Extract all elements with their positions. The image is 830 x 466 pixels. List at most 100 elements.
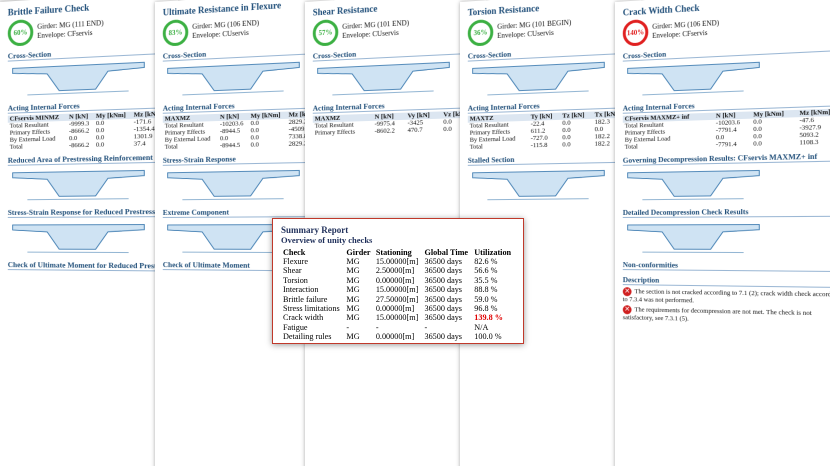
- section-heading: Non-conformities: [623, 260, 830, 272]
- column-header: Stationing: [374, 248, 423, 257]
- summary-cell: 15.00000[m]: [374, 313, 423, 322]
- envelope-value: CFservis: [682, 29, 707, 39]
- utilization-gauge: 83%: [163, 19, 189, 47]
- envelope-label: Envelope:: [37, 30, 65, 40]
- forces-table: MAXMZ N [kN] Vy [kN] Vz [kN] Total Resultant…: [313, 110, 478, 137]
- utilization-gauge: 57%: [313, 19, 339, 47]
- girder-label: Girder:: [192, 22, 212, 31]
- summary-cell: Interaction: [281, 285, 344, 294]
- cross-section-drawing: [313, 58, 455, 99]
- table-cell: 0.0: [249, 141, 287, 149]
- summary-cell: Fatigue: [281, 323, 344, 332]
- summary-cell: 15.00000[m]: [374, 257, 423, 266]
- cross-section-drawing: [163, 58, 305, 99]
- envelope-value: CUservis: [222, 29, 248, 39]
- section-heading: Cross-Section: [623, 40, 830, 61]
- section-heading: Reduced Area of Prestressing Reinforceme…: [8, 152, 170, 166]
- summary-cell: Detailing rules: [281, 332, 344, 341]
- summary-cell: MG: [344, 332, 373, 341]
- summary-title: Summary Report: [281, 225, 515, 235]
- summary-cell: 36500 days: [422, 295, 472, 304]
- summary-cell: MG: [344, 313, 373, 322]
- summary-cell: MG: [344, 295, 373, 304]
- girder-info: Girder: MG (111 END) Envelope: CFservis: [37, 19, 103, 41]
- page-title: Crack Width Check: [623, 0, 830, 18]
- summary-cell: MG: [344, 304, 373, 313]
- summary-cell: Shear: [281, 266, 344, 275]
- girder-label: Girder:: [37, 22, 57, 31]
- summary-row: Flexure MG 15.00000[m] 36500 days 82.6 %: [281, 257, 515, 266]
- table-cell: By External Load: [163, 135, 218, 144]
- summary-cell: MG: [344, 285, 373, 294]
- summary-row: Torsion MG 0.00000[m] 36500 days 35.5 %: [281, 276, 515, 285]
- page-title: Brittle Failure Check: [8, 0, 170, 18]
- girder-value: MG (101 END): [364, 19, 409, 30]
- envelope-value: CUservis: [527, 29, 553, 39]
- utilization-gauge: 60%: [8, 19, 34, 47]
- section-heading: Extreme Component: [163, 207, 325, 218]
- summary-cell: 139.8 %: [472, 313, 515, 322]
- page-title: Torsion Resistance: [468, 0, 633, 18]
- forces-table: MAXTZ Ty [kN] Tz [kN] Tx [kNm] Total Resulta…: [468, 110, 633, 151]
- summary-row: Interaction MG 15.00000[m] 36500 days 88.8 %: [281, 285, 515, 294]
- cross-section-drawing: [8, 220, 150, 255]
- summary-header: Check Girder Stationing Global Time Utilizat…: [281, 248, 515, 257]
- summary-subtitle: Overview of unity checks: [281, 235, 515, 245]
- summary-cell: 100.0 %: [472, 332, 515, 341]
- girder-info: Girder: MG (101 END) Envelope: CUservis: [342, 19, 409, 41]
- summary-cell: 27.50000[m]: [374, 295, 423, 304]
- girder-value: MG (111 END): [59, 19, 103, 30]
- summary-cell: 88.8 %: [472, 285, 515, 294]
- summary-cell: Stress limitations: [281, 304, 344, 313]
- summary-cell: 36500 days: [422, 276, 472, 285]
- utilization-gauge: 140%: [623, 19, 649, 47]
- table-cell: Total: [8, 142, 67, 151]
- summary-cell: Torsion: [281, 276, 344, 285]
- column-header: Check: [281, 248, 344, 257]
- summary-cell: MG: [344, 257, 373, 266]
- summary-cell: -: [374, 323, 423, 332]
- table-cell: -8944.5: [218, 142, 249, 150]
- summary-row: Fatigue - - - N/A: [281, 323, 515, 332]
- summary-cell: -: [344, 323, 373, 332]
- summary-cell: 96.8 %: [472, 304, 515, 313]
- forces-table: CFservis MINMZ N [kN] My [kNm] Mz [kNm] Tota…: [8, 110, 170, 151]
- summary-cell: 36500 days: [422, 285, 472, 294]
- table-cell: 1108.3: [797, 138, 830, 147]
- summary-cell: 36500 days: [422, 313, 472, 322]
- girder-label: Girder:: [497, 22, 517, 31]
- report-page: Crack Width Check 140% Girder: MG (106 END…: [615, 0, 830, 466]
- summary-cell: 0.00000[m]: [374, 304, 423, 313]
- nonconformity-note: ✕ The section is not cracked according to…: [623, 287, 830, 307]
- summary-row: Detailing rules MG 0.00000[m] 36500 days 100…: [281, 332, 515, 341]
- summary-row: Crack width MG 15.00000[m] 36500 days 139.8 …: [281, 313, 515, 322]
- cross-section-drawing: [623, 58, 765, 99]
- summary-cell: 0.00000[m]: [374, 332, 423, 341]
- summary-row: Brittle failure MG 27.50000[m] 36500 days 59…: [281, 295, 515, 304]
- table-cell: 0.0: [751, 139, 797, 147]
- summary-cell: 2.50000[m]: [374, 266, 423, 275]
- summary-panel: Summary Report Overview of unity checks …: [272, 218, 524, 344]
- cross-section-drawing: [468, 166, 610, 203]
- envelope-label: Envelope:: [652, 30, 680, 40]
- summary-cell: N/A: [472, 323, 515, 332]
- table-cell: 0.0: [560, 141, 592, 149]
- nonconformity-note: ✕ The requirements for decompression are …: [623, 305, 830, 326]
- summary-cell: 36500 days: [422, 304, 472, 313]
- error-icon: ✕: [623, 305, 632, 314]
- table-cell: Total: [163, 142, 218, 150]
- summary-cell: 59.0 %: [472, 295, 515, 304]
- summary-row: Shear MG 2.50000[m] 36500 days 56.6 %: [281, 266, 515, 275]
- table-cell: 0.0: [94, 141, 132, 149]
- table-cell: Primary Effects: [313, 128, 373, 137]
- utilization-gauge: 36%: [468, 19, 494, 47]
- summary-cell: 35.5 %: [472, 276, 515, 285]
- page-title: Ultimate Resistance in Flexure: [163, 0, 325, 18]
- column-header: Girder: [344, 248, 373, 257]
- summary-cell: 82.6 %: [472, 257, 515, 266]
- envelope-value: CUservis: [372, 29, 398, 39]
- note-text: The requirements for decompression are n…: [623, 306, 812, 322]
- table-cell: -115.8: [529, 141, 561, 149]
- cross-section-drawing: [8, 58, 150, 99]
